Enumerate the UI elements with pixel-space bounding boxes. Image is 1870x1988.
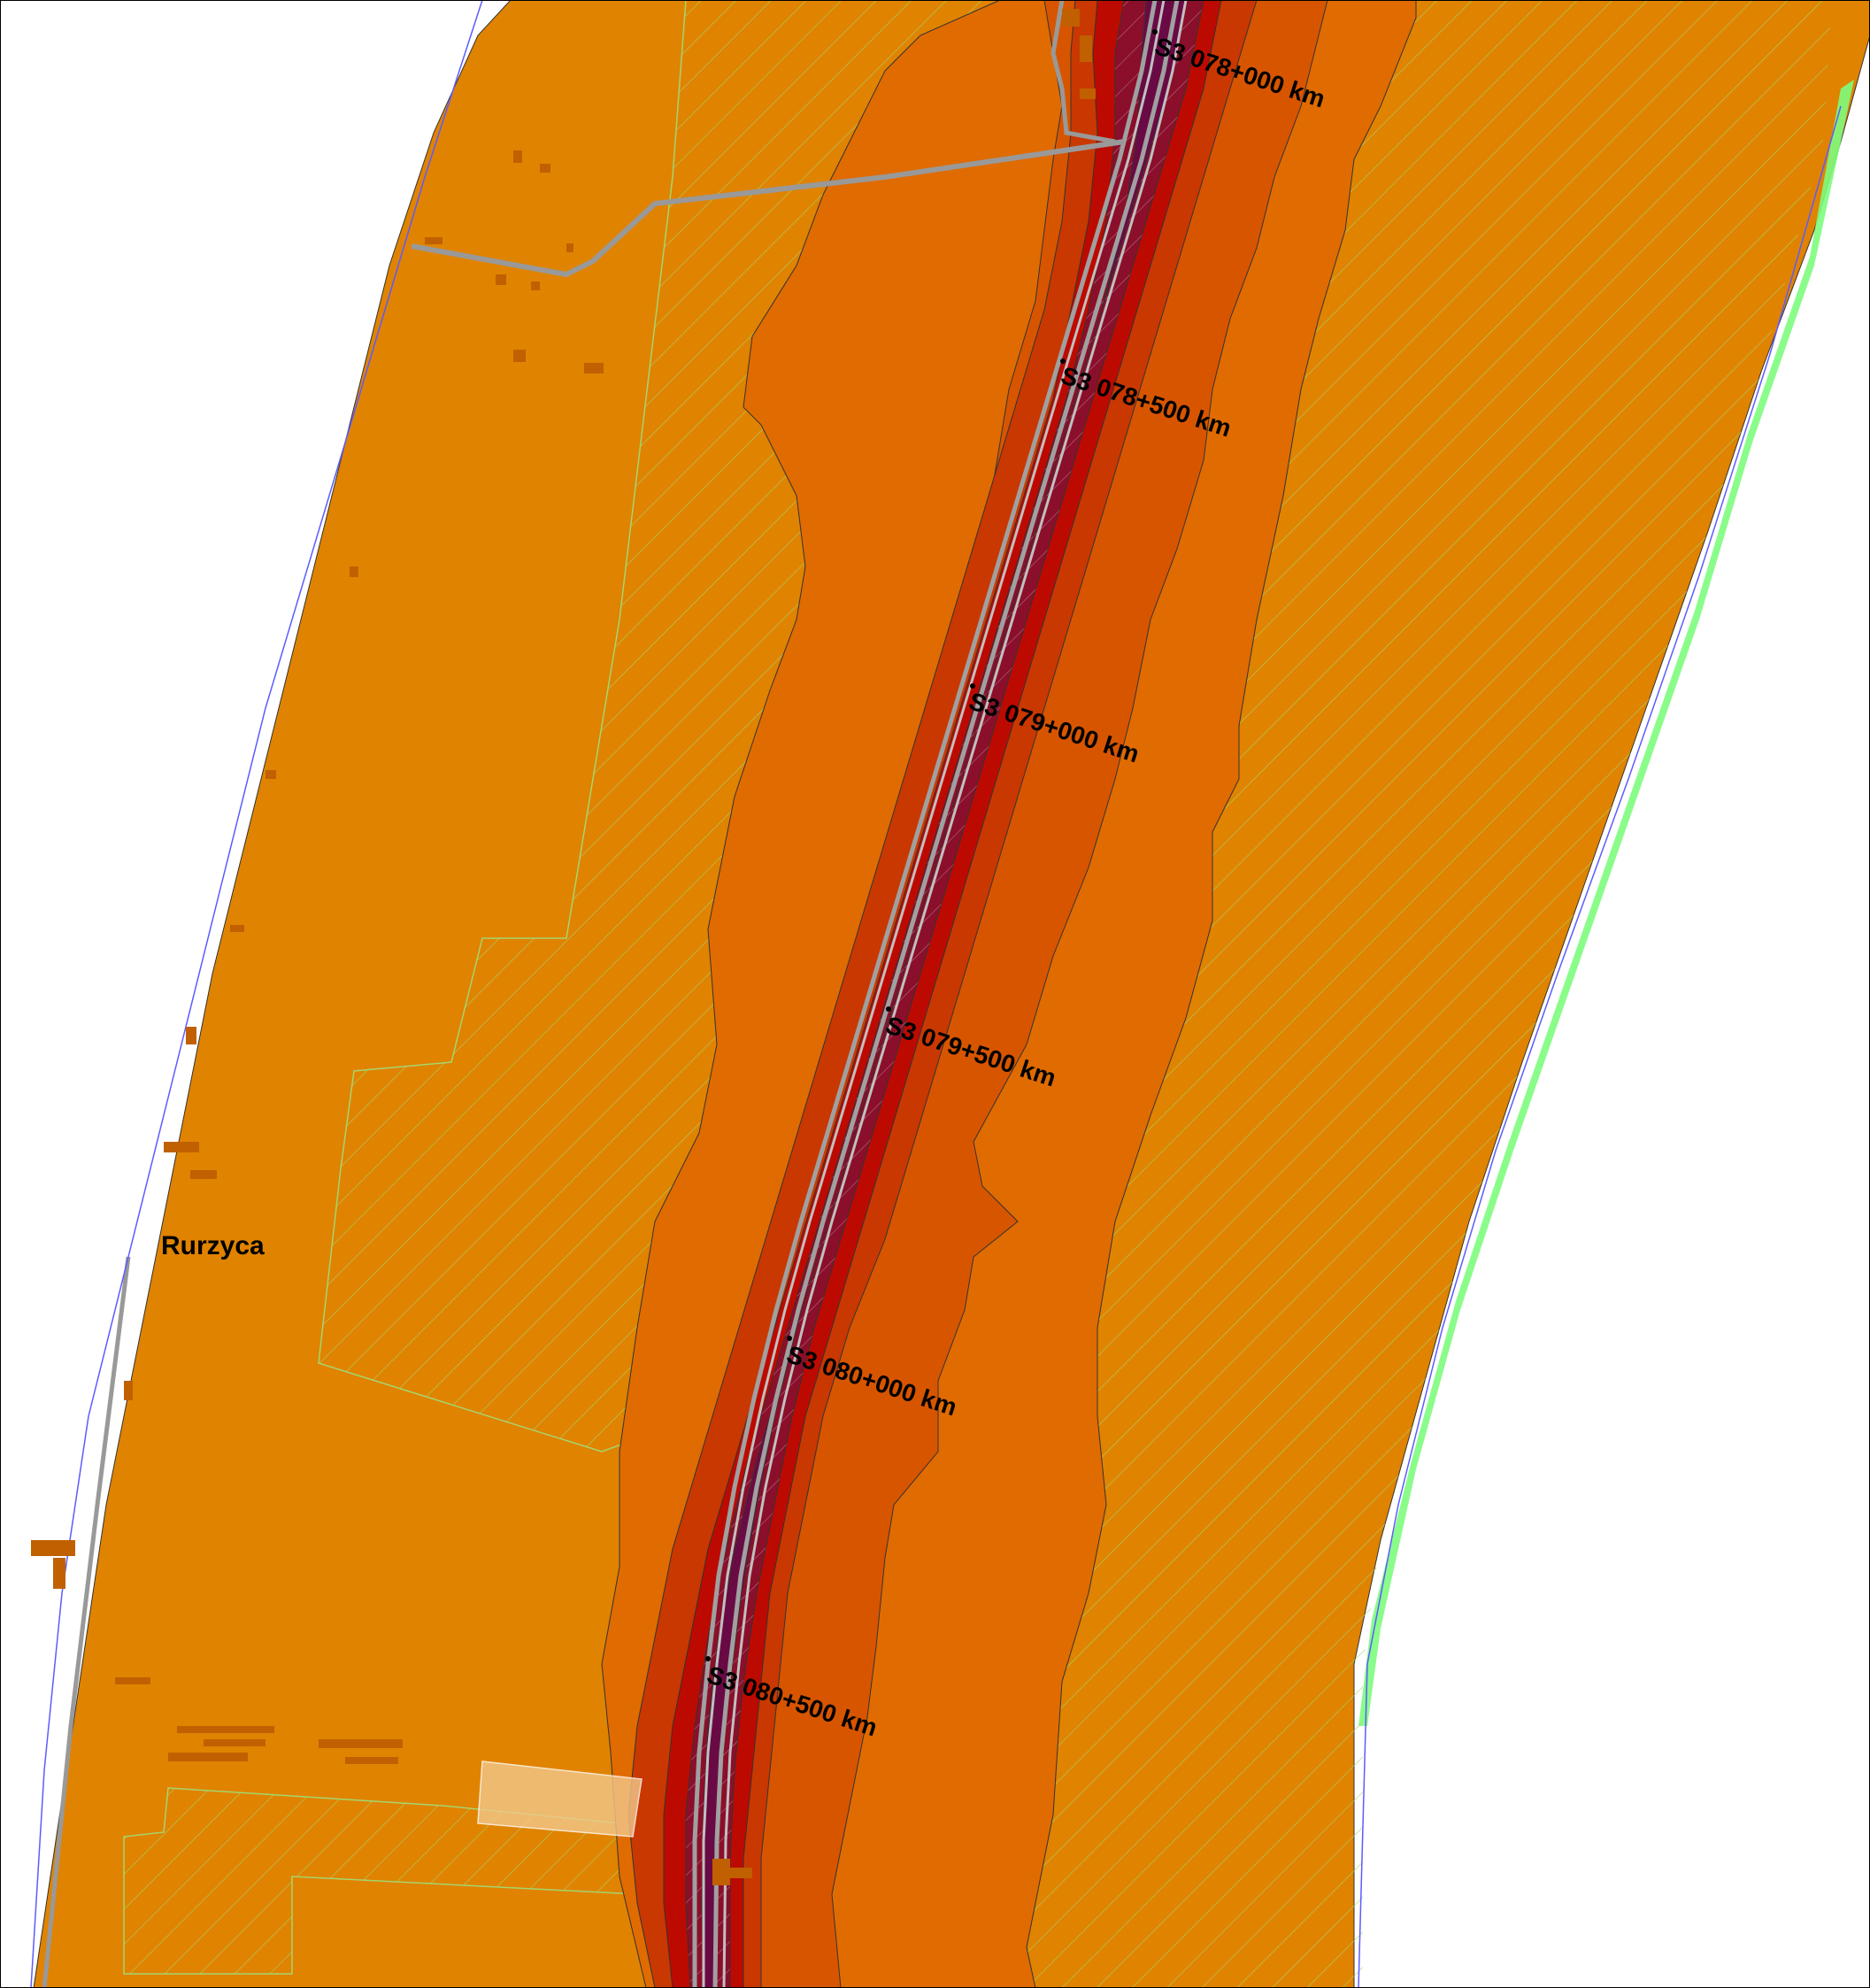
dot-marker-icon	[1060, 358, 1066, 364]
study-boundary-east	[1358, 105, 1842, 1988]
buildings	[31, 9, 1096, 1885]
local-road-spur	[1050, 0, 1116, 144]
local-road-north	[411, 139, 1125, 278]
place-label-rurzyca: Rurzyca	[161, 1231, 265, 1260]
noise-zone-core	[701, 0, 1187, 1988]
dot-marker-icon	[970, 683, 975, 689]
hatched-zone-6	[686, 0, 1204, 1988]
hatched-area-east	[885, 0, 1832, 1988]
study-boundary-west	[30, 0, 483, 1988]
road-carriageway-west	[692, 0, 1158, 1988]
road-carriageway-east-2	[722, 0, 1188, 1988]
dot-marker-icon	[705, 1656, 711, 1661]
local-road-west	[42, 1256, 131, 1988]
road-carriageway-east	[712, 0, 1180, 1988]
dot-marker-icon	[1152, 29, 1158, 35]
dot-marker-icon	[787, 1336, 792, 1341]
road-carriageway-west-2	[702, 0, 1166, 1988]
dot-marker-icon	[886, 1006, 891, 1012]
highlight-parcel[interactable]	[477, 1761, 643, 1838]
